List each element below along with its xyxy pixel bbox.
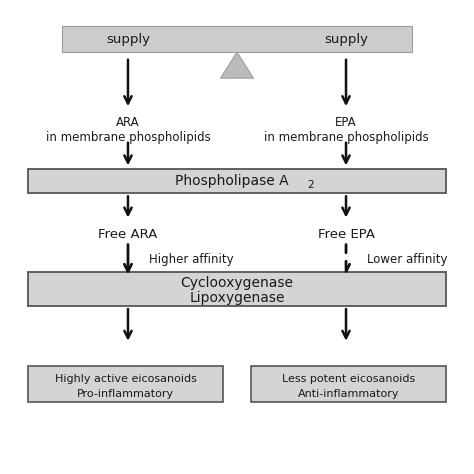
Text: Higher affinity: Higher affinity	[149, 253, 234, 266]
FancyBboxPatch shape	[28, 272, 446, 306]
Text: supply: supply	[106, 33, 150, 46]
FancyBboxPatch shape	[28, 366, 223, 402]
FancyBboxPatch shape	[28, 169, 446, 193]
FancyBboxPatch shape	[251, 366, 446, 402]
Text: Free EPA: Free EPA	[318, 228, 374, 240]
Text: Lower affinity: Lower affinity	[367, 253, 448, 266]
Text: Anti-inflammatory: Anti-inflammatory	[298, 389, 399, 400]
Polygon shape	[220, 52, 254, 78]
Text: 2: 2	[307, 180, 314, 190]
Text: Pro-inflammatory: Pro-inflammatory	[77, 389, 174, 400]
Text: Less potent eicosanoids: Less potent eicosanoids	[282, 374, 415, 384]
Text: ARA
in membrane phospholipids: ARA in membrane phospholipids	[46, 116, 210, 144]
FancyBboxPatch shape	[62, 26, 412, 52]
Text: supply: supply	[324, 33, 368, 46]
Text: Highly active eicosanoids: Highly active eicosanoids	[55, 374, 197, 384]
Text: Cyclooxygenase: Cyclooxygenase	[181, 276, 293, 290]
Text: Free ARA: Free ARA	[98, 228, 158, 240]
Text: EPA
in membrane phospholipids: EPA in membrane phospholipids	[264, 116, 428, 144]
Text: Lipoxygenase: Lipoxygenase	[189, 291, 285, 305]
Text: Phospholipase A: Phospholipase A	[175, 174, 289, 188]
